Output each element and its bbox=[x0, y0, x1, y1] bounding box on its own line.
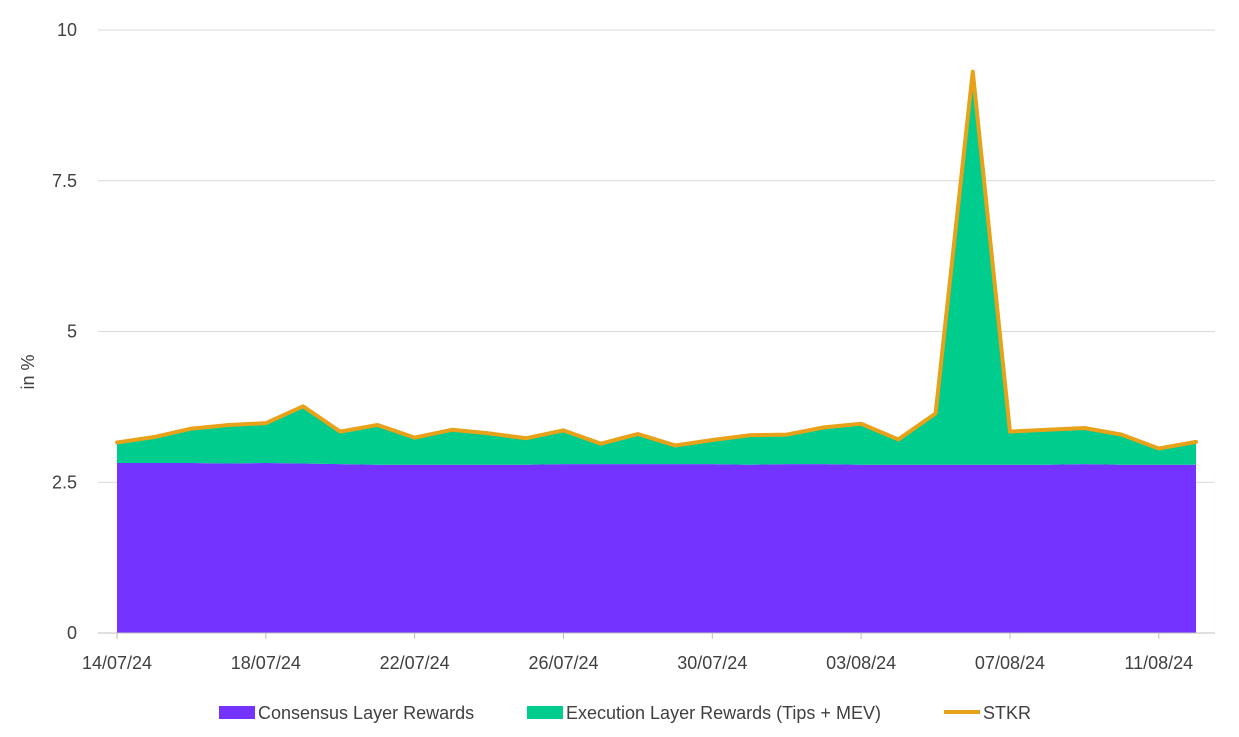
y-tick-label: 10 bbox=[57, 20, 77, 40]
x-tick-label: 03/08/24 bbox=[826, 653, 896, 673]
x-tick-label: 14/07/24 bbox=[82, 653, 152, 673]
y-tick-labels: 0 2.5 5 7.5 10 bbox=[52, 20, 77, 643]
y-tick-label: 7.5 bbox=[52, 171, 77, 191]
x-tick-labels: 14/07/24 18/07/24 22/07/24 26/07/24 30/07/24… bbox=[82, 633, 1193, 673]
x-tick-label: 30/07/24 bbox=[677, 653, 747, 673]
x-tick-label: 22/07/24 bbox=[380, 653, 450, 673]
area-execution-layer-rewards-tips-mev bbox=[117, 71, 1196, 465]
legend-item: Consensus Layer Rewards bbox=[219, 703, 474, 723]
legend-item: STKR bbox=[944, 703, 1031, 723]
gridlines bbox=[98, 29, 1215, 483]
line-series-group bbox=[115, 69, 1198, 451]
area-series-group bbox=[117, 71, 1196, 633]
legend-label: Execution Layer Rewards (Tips + MEV) bbox=[566, 703, 881, 723]
x-tick-label: 07/08/24 bbox=[975, 653, 1045, 673]
y-axis-label: in % bbox=[18, 354, 38, 389]
x-tick-label: 11/08/24 bbox=[1124, 653, 1193, 673]
x-tick-label: 18/07/24 bbox=[231, 653, 301, 673]
legend-swatch bbox=[219, 706, 255, 719]
legend: Consensus Layer Rewards Execution Layer R… bbox=[219, 703, 1031, 723]
legend-swatch bbox=[527, 706, 563, 719]
legend-label: STKR bbox=[983, 703, 1031, 723]
legend-label: Consensus Layer Rewards bbox=[258, 703, 474, 723]
line-stkr bbox=[115, 69, 1198, 451]
legend-item: Execution Layer Rewards (Tips + MEV) bbox=[527, 703, 881, 723]
area-consensus-layer-rewards bbox=[117, 462, 1196, 633]
y-tick-label: 0 bbox=[67, 623, 77, 643]
y-tick-label: 5 bbox=[67, 322, 77, 342]
y-tick-label: 2.5 bbox=[52, 472, 77, 492]
x-tick-label: 26/07/24 bbox=[528, 653, 598, 673]
